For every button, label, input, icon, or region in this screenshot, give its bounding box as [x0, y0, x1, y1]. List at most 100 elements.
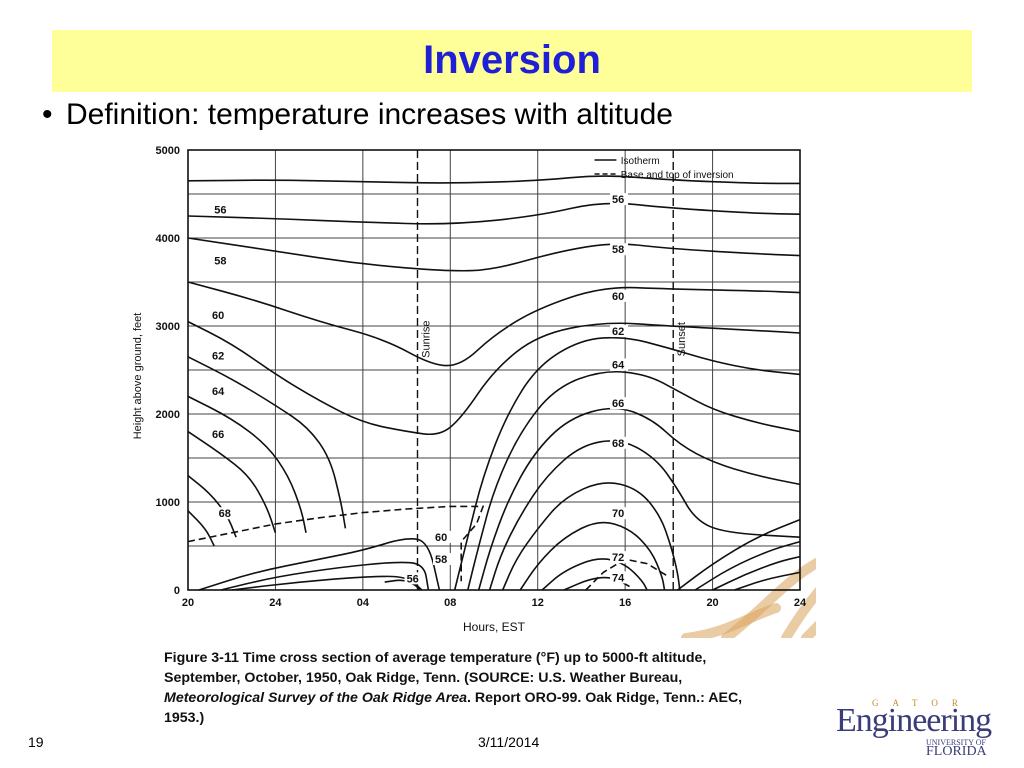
- isotherm-label: 72: [612, 552, 624, 564]
- isotherm-label-bg: [610, 289, 629, 302]
- isotherm-label-bg: [216, 507, 235, 520]
- isotherm-labels: 56 58 60 62 64 66 68 56 58 60 62 64 66 68 70 72 74 60 58 56: [210, 193, 629, 585]
- isotherm-line: [519, 521, 666, 591]
- isotherm-label: 74: [612, 572, 625, 584]
- isotherm-label: 68: [219, 508, 231, 520]
- plot-border: [187, 149, 801, 591]
- isotherm-line: [187, 430, 277, 534]
- isotherm-label: 56: [407, 573, 419, 585]
- axis-ticks: 0 1000 2000 3000 4000 5000 20 24 04 08 12 16 20 24: [156, 145, 807, 609]
- isotherm-line: [712, 555, 801, 591]
- isotherm-label: 62: [212, 351, 224, 363]
- event-markers: Sunrise Sunset: [416, 150, 688, 590]
- chart-grid: [188, 150, 800, 590]
- isotherm-line: [187, 474, 237, 538]
- isotherm-line: [231, 575, 423, 591]
- event-label: Sunset: [676, 322, 688, 356]
- y-axis-label: Height above ground, feet: [132, 313, 144, 440]
- gator-stroke: [781, 587, 816, 638]
- isotherm-label: 60: [612, 291, 624, 303]
- isotherm-label-bg: [610, 358, 629, 371]
- isotherm-line: [187, 281, 801, 367]
- isotherm-label-bg: [610, 551, 629, 564]
- gator-logo-art: [681, 557, 816, 638]
- isotherm-label: 60: [435, 532, 447, 544]
- y-tick-label: 4000: [156, 233, 180, 245]
- isotherm-label: 60: [212, 310, 224, 322]
- isotherm-line: [501, 482, 681, 591]
- slide-date: 3/11/2014: [478, 734, 540, 750]
- isotherm-line: [187, 237, 801, 272]
- isotherm-label-bg: [212, 254, 231, 267]
- isotherm-line: [187, 320, 801, 436]
- logo-sub2: FLORIDA: [926, 744, 987, 759]
- bullet-dot-icon: •: [42, 98, 53, 131]
- isotherm-label-bg: [210, 384, 229, 397]
- isotherm-label-bg: [210, 309, 229, 322]
- isotherm-lines: [187, 175, 801, 591]
- isotherm-label-bg: [212, 203, 231, 216]
- x-tick-label: 24: [794, 597, 807, 609]
- caption-italic: Meteorological Survey of the Oak Ridge A…: [164, 690, 468, 706]
- isotherm-label: 56: [214, 205, 226, 217]
- isotherm-label-bg: [610, 571, 629, 584]
- event-label: Sunrise: [421, 321, 433, 358]
- isotherm-label-bg: [404, 572, 423, 585]
- logo-sub1: UNIVERSITY OF: [926, 738, 986, 747]
- isotherm-label: 68: [612, 438, 624, 450]
- isotherm-label: 62: [612, 326, 624, 338]
- bullet-item: • Definition: temperature increases with …: [42, 98, 673, 132]
- logo-main-text: Engineering: [836, 702, 992, 739]
- y-tick-label: 1000: [156, 497, 180, 509]
- isotherm-label-bg: [210, 349, 229, 362]
- x-tick-label: 20: [182, 597, 194, 609]
- isotherm-line: [187, 202, 801, 225]
- isotherm-line: [694, 540, 801, 591]
- isotherm-label: 58: [214, 256, 226, 268]
- x-axis-label: Hours, EST: [463, 620, 526, 634]
- isotherm-label-bg: [610, 436, 629, 449]
- isotherm-line: [187, 175, 800, 185]
- isotherm-line: [477, 407, 801, 591]
- figure-caption: Figure 3-11 Time cross section of averag…: [164, 648, 752, 728]
- logo-gator-text: GATOR: [872, 698, 972, 708]
- isotherm-label: 58: [435, 554, 447, 566]
- legend-label: Base and top of inversion: [621, 170, 734, 181]
- isotherm-line: [541, 558, 648, 591]
- slide-title: Inversion: [423, 38, 601, 82]
- caption-lead: Figure 3-11 Time cross section of averag…: [164, 650, 707, 686]
- isotherm-label: 64: [612, 359, 625, 371]
- x-tick-label: 08: [444, 597, 456, 609]
- isotherm-label: 58: [612, 244, 624, 256]
- isotherm-label-bg: [432, 530, 451, 543]
- isotherm-label-bg: [432, 552, 451, 565]
- isotherm-label-bg: [610, 243, 629, 256]
- isotherm-line: [187, 510, 215, 547]
- isotherm-label-bg: [610, 193, 629, 206]
- isotherm-line: [198, 538, 441, 591]
- isotherm-line: [734, 571, 801, 591]
- isotherm-label: 70: [612, 508, 624, 520]
- isotherm-line: [187, 395, 307, 533]
- plot-frame: [187, 149, 801, 591]
- y-tick-label: 3000: [156, 321, 180, 333]
- isotherm-line: [453, 336, 801, 591]
- x-tick-label: 16: [619, 597, 631, 609]
- y-tick-label: 2000: [156, 409, 180, 421]
- engineering-logo: GATOR Engineering UNIVERSITY OF FLORIDA: [812, 698, 1008, 760]
- isotherm-label-bg: [610, 507, 629, 520]
- legend-label: Isotherm: [621, 156, 660, 167]
- x-tick-label: 12: [532, 597, 544, 609]
- isotherm-line: [467, 370, 801, 591]
- x-tick-label: 04: [357, 597, 370, 609]
- isotherm-label-bg: [610, 397, 629, 410]
- isotherm-line: [384, 579, 421, 591]
- isotherm-label-bg: [210, 428, 229, 440]
- x-tick-label: 20: [706, 597, 718, 609]
- isotherm-label: 56: [612, 194, 624, 206]
- y-tick-label: 5000: [156, 145, 180, 157]
- isotherm-label: 66: [612, 398, 624, 410]
- isotherm-line: [187, 356, 347, 529]
- caption-tail: . Report ORO-99. Oak Ridge, Tenn.: AEC, …: [164, 690, 743, 726]
